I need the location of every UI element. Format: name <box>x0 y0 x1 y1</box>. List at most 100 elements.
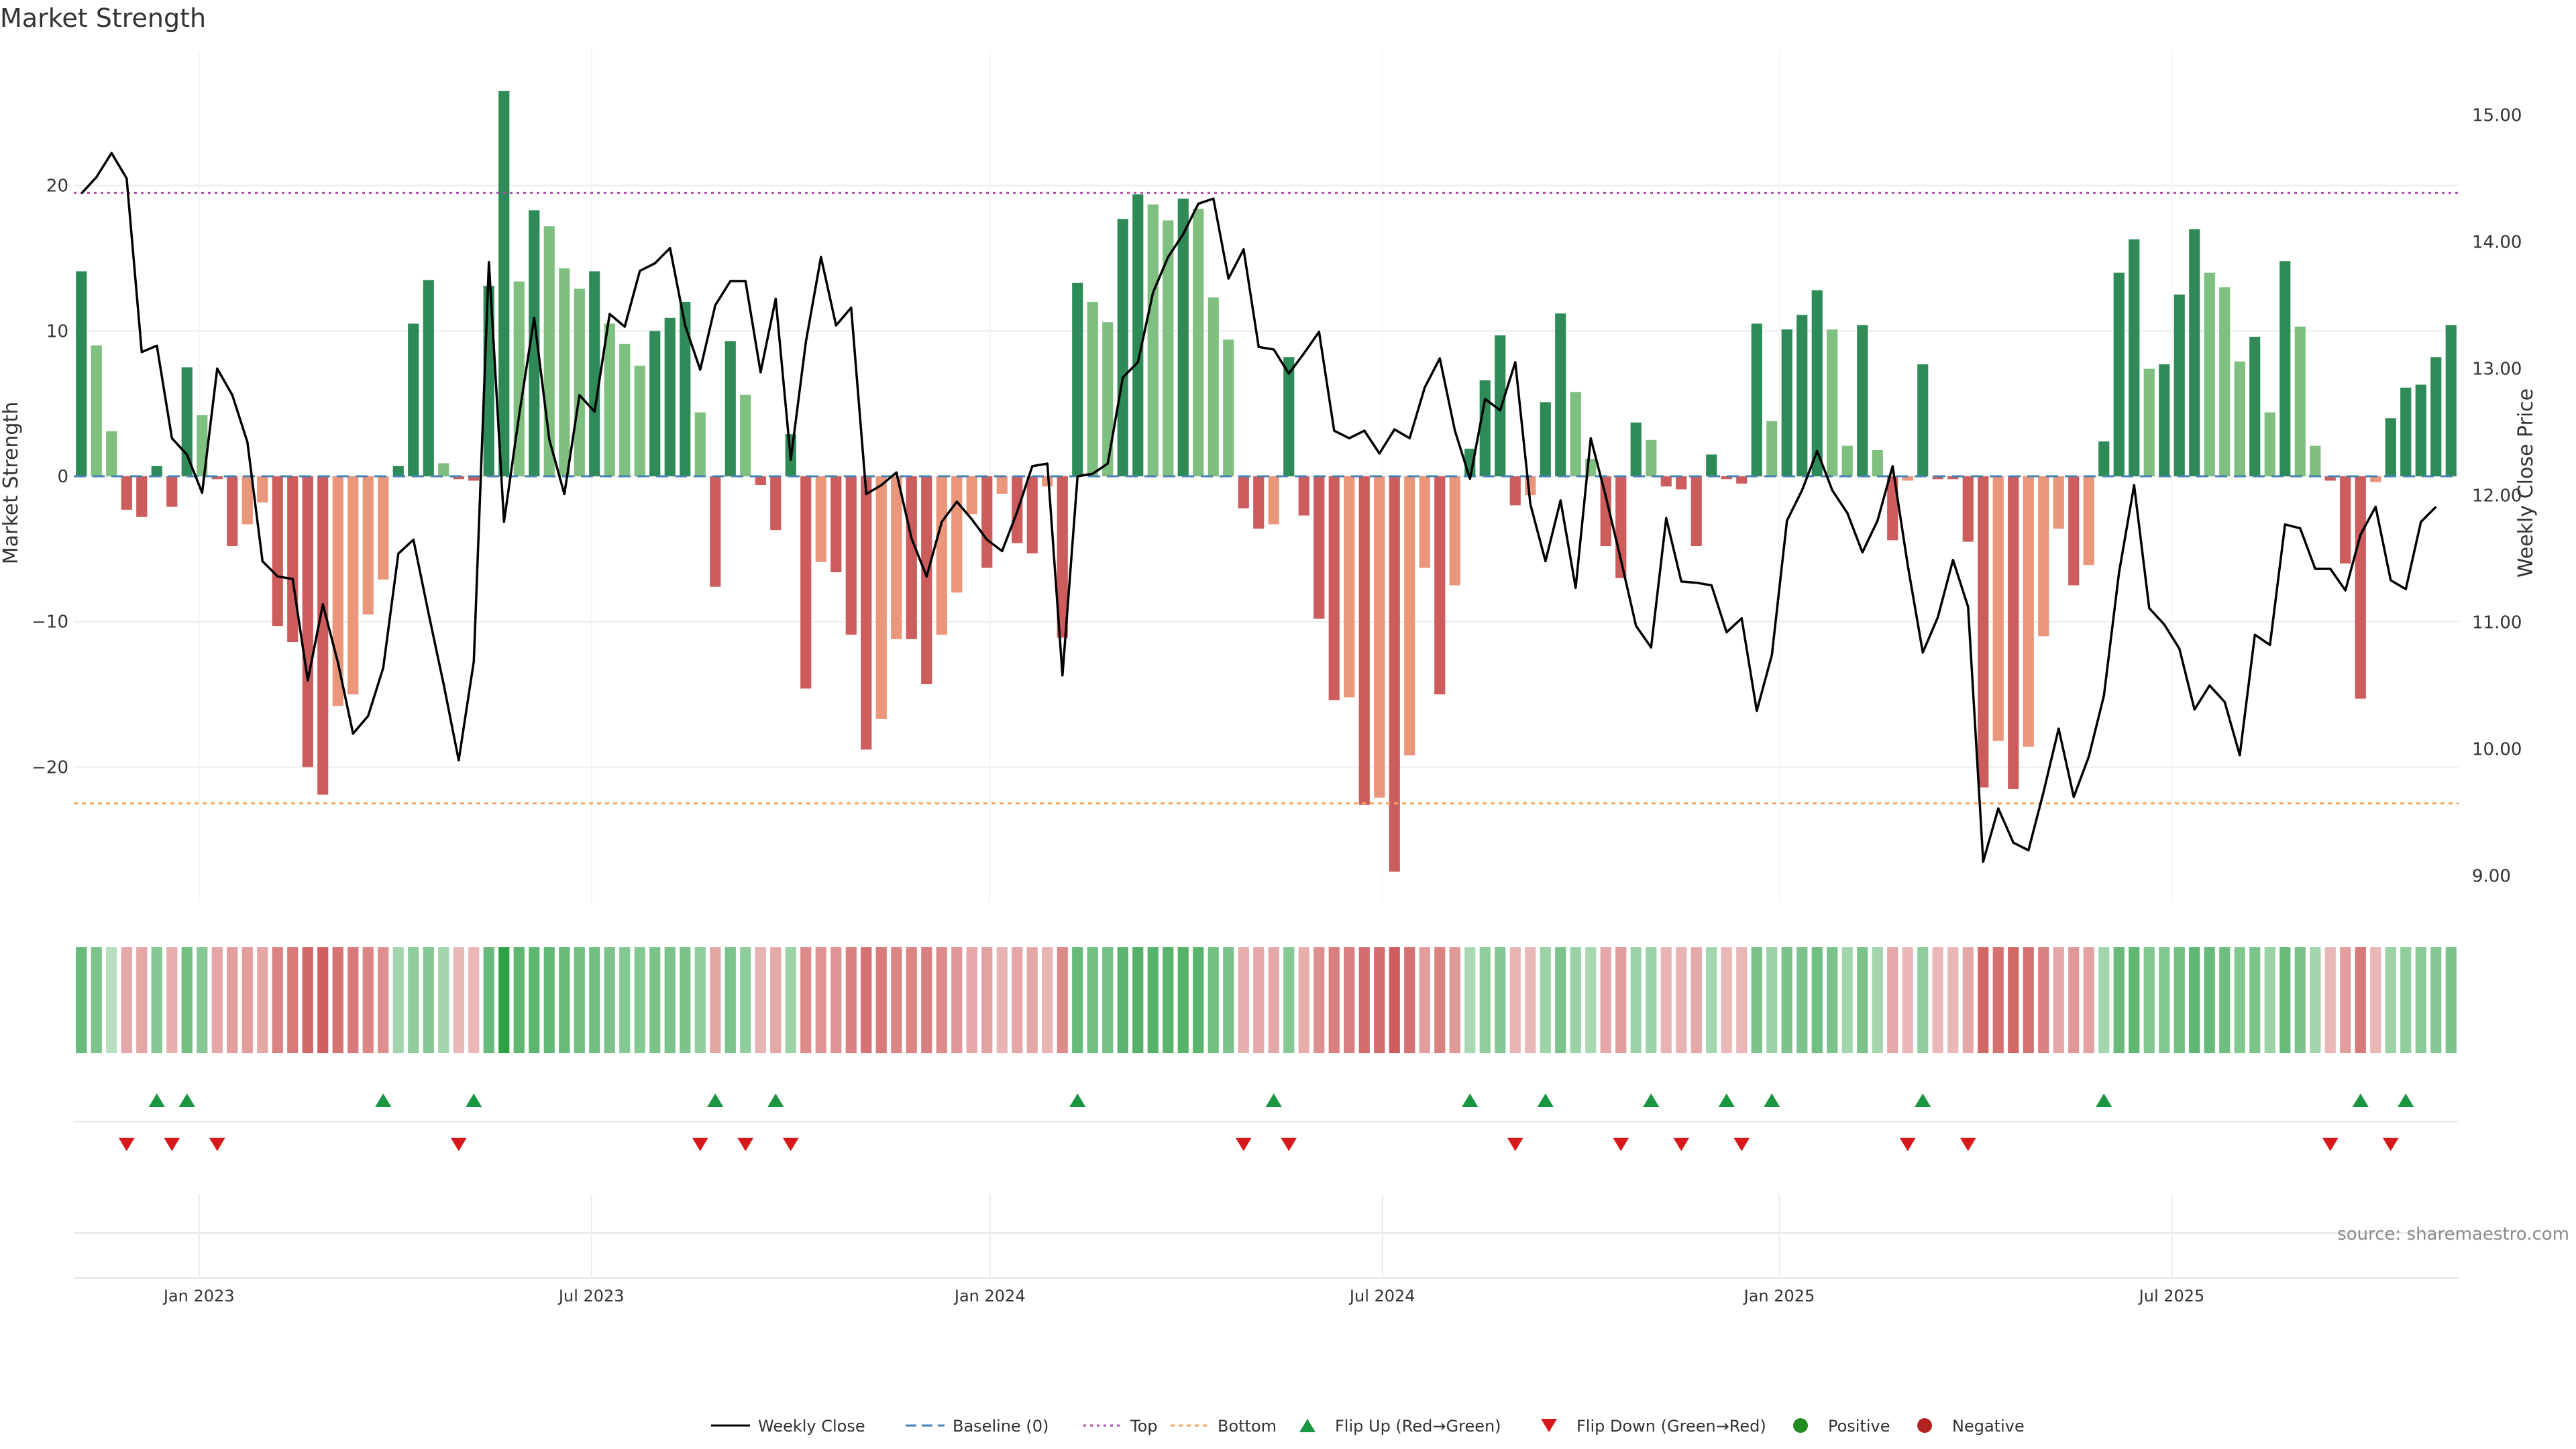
legend-label-negative: Negative <box>1952 1417 2025 1436</box>
strength-bar-63 <box>1026 476 1038 553</box>
legend-label-bottom: Bottom <box>1218 1417 1277 1436</box>
legend-item-negative: Negative <box>1917 1417 2025 1436</box>
flip-up-marker-7 <box>1265 1093 1282 1107</box>
strength-bar-146 <box>2279 261 2291 476</box>
heat-cell-84 <box>1344 947 1355 1053</box>
heat-cell-87 <box>1389 947 1400 1053</box>
strength-bar-77 <box>1238 476 1249 508</box>
strength-bar-157 <box>2445 325 2457 476</box>
heat-cell-120 <box>1887 947 1898 1053</box>
strength-bar-121 <box>1902 476 1913 481</box>
heat-cell-2 <box>106 947 117 1053</box>
heat-cell-25 <box>453 947 464 1053</box>
heat-cell-142 <box>2219 947 2231 1053</box>
flip-down-marker-2 <box>209 1138 225 1151</box>
heat-cell-107 <box>1690 947 1702 1053</box>
strength-bar-155 <box>2415 384 2426 476</box>
heat-cell-119 <box>1872 947 1883 1053</box>
heat-cell-102 <box>1615 947 1627 1053</box>
heat-cell-101 <box>1600 947 1611 1053</box>
strength-bar-151 <box>2355 476 2366 699</box>
strength-bar-22 <box>408 323 419 476</box>
flip-up-marker-14 <box>2096 1093 2112 1107</box>
heat-cell-110 <box>1736 947 1748 1053</box>
legend-swatch-flip-down <box>1541 1419 1557 1432</box>
right-tick-label-0: 15.00 <box>2472 105 2522 125</box>
strength-bar-97 <box>1540 402 1551 476</box>
strength-bar-36 <box>619 343 631 476</box>
strength-bar-37 <box>634 366 645 476</box>
strength-bar-3 <box>121 476 132 510</box>
strength-bar-55 <box>906 476 917 639</box>
heat-cell-50 <box>830 947 842 1053</box>
strength-bar-134 <box>2098 441 2110 476</box>
date-tick-label-5: Jul 2025 <box>2138 1287 2205 1305</box>
heat-cell-94 <box>1495 947 1506 1053</box>
strength-bar-64 <box>1042 476 1053 487</box>
legend-item-bottom: Bottom <box>1171 1417 1277 1436</box>
strength-bar-103 <box>1630 422 1642 476</box>
heat-cell-131 <box>2053 947 2064 1053</box>
heat-cell-44 <box>740 947 751 1053</box>
heat-cell-43 <box>724 947 736 1053</box>
strength-bar-42 <box>710 476 721 587</box>
strength-bar-107 <box>1690 476 1702 547</box>
heat-cell-97 <box>1540 947 1551 1053</box>
heat-cell-45 <box>755 947 766 1053</box>
heat-cell-111 <box>1751 947 1762 1053</box>
heat-cell-117 <box>1841 947 1853 1053</box>
heat-cell-113 <box>1781 947 1792 1053</box>
strength-bar-54 <box>891 476 902 639</box>
heat-cell-137 <box>2143 947 2155 1053</box>
legend-label-flip-down: Flip Down (Green→Red) <box>1576 1417 1766 1436</box>
strength-bar-137 <box>2143 368 2155 476</box>
strength-bar-120 <box>1887 476 1898 541</box>
strength-bar-15 <box>302 476 313 767</box>
heat-cell-96 <box>1525 947 1536 1053</box>
strength-bar-126 <box>1978 476 1989 788</box>
strength-bar-79 <box>1268 476 1279 525</box>
heat-cell-73 <box>1177 947 1189 1053</box>
heat-cell-17 <box>332 947 343 1053</box>
heat-cell-136 <box>2129 947 2140 1053</box>
heat-cell-8 <box>197 947 208 1053</box>
heat-cell-154 <box>2400 947 2412 1053</box>
strength-bar-144 <box>2249 336 2261 476</box>
flip-down-marker-4 <box>692 1138 708 1151</box>
strength-bar-45 <box>755 476 766 486</box>
strength-bar-122 <box>1917 364 1929 476</box>
heat-cell-98 <box>1555 947 1566 1053</box>
strength-bar-141 <box>2204 272 2215 476</box>
strength-bar-139 <box>2174 294 2185 476</box>
strength-bar-26 <box>468 476 480 481</box>
heat-cell-52 <box>861 947 872 1053</box>
strength-bar-5 <box>151 466 162 476</box>
heat-cell-15 <box>302 947 313 1053</box>
strength-bar-138 <box>2159 364 2170 476</box>
heat-cell-9 <box>211 947 223 1053</box>
left-tick-label-2: 0 <box>57 467 68 487</box>
strength-bar-118 <box>1857 325 1868 476</box>
heat-cell-4 <box>136 947 148 1053</box>
legend-item-flip-up: Flip Up (Red→Green) <box>1299 1417 1501 1436</box>
flip-down-marker-3 <box>450 1138 467 1151</box>
strength-bar-112 <box>1766 421 1778 476</box>
heat-cell-70 <box>1132 947 1144 1053</box>
heat-cell-76 <box>1223 947 1234 1053</box>
heat-cell-148 <box>2310 947 2321 1053</box>
strength-bar-51 <box>845 476 857 635</box>
strength-bar-35 <box>604 323 615 476</box>
flip-down-marker-14 <box>1960 1138 1976 1151</box>
heat-cell-127 <box>1992 947 2004 1053</box>
legend-label-weekly-close: Weekly Close <box>758 1417 865 1436</box>
flip-down-marker-13 <box>1899 1138 1916 1151</box>
strength-bar-76 <box>1223 339 1234 476</box>
strength-bar-32 <box>559 268 570 476</box>
legend-swatch-flip-up <box>1299 1419 1316 1432</box>
strength-bar-156 <box>2430 357 2442 476</box>
chart-title: Market Strength <box>0 3 206 33</box>
strength-bar-10 <box>227 476 238 547</box>
heat-cell-13 <box>272 947 283 1053</box>
heat-cell-72 <box>1163 947 1174 1053</box>
right-tick-label-1: 14.00 <box>2472 232 2522 252</box>
